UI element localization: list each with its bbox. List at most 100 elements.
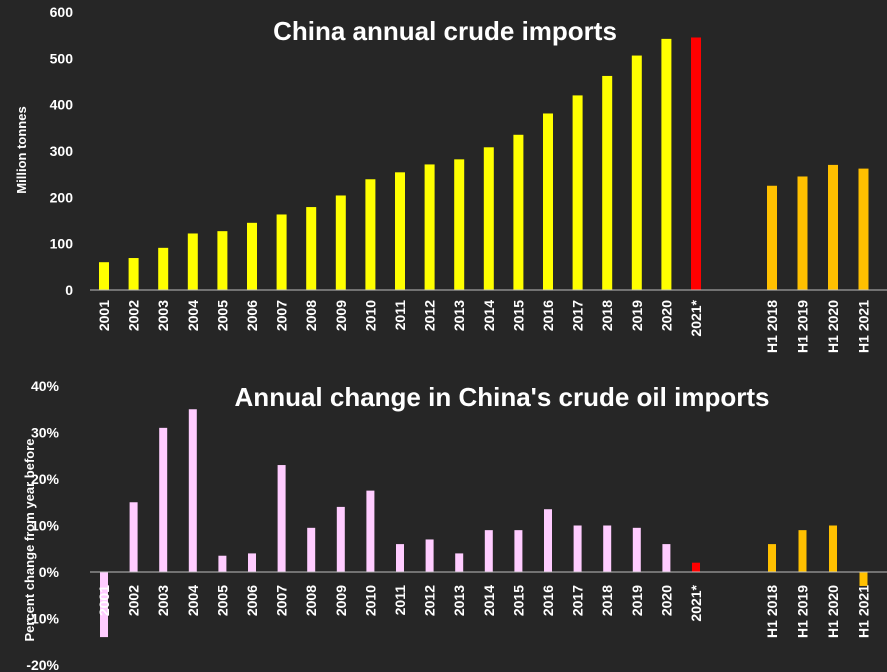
x-tick-label: 2016 [540,300,556,331]
bar-h1-2021 [858,168,869,290]
x-tick-label: 2011 [392,585,408,616]
bar-2010 [366,490,375,572]
bar-2020 [662,544,671,572]
x-tick-label: 2010 [362,585,378,616]
bar-2011 [396,544,404,572]
x-tick-label: 2006 [244,300,260,331]
x-tick-label: 2013 [451,300,467,331]
x-tick-label: 2012 [422,300,438,331]
x-tick-label: 2008 [303,585,319,616]
y-tick-label: -10% [26,611,59,627]
y-tick-label: 10% [31,518,60,534]
x-tick-label: 2015 [510,300,526,331]
y-tick-label: 20% [31,471,60,487]
bar-2007 [276,214,287,290]
x-tick-label: 2014 [481,300,497,331]
x-tick-label: H1 2021 [856,300,872,353]
x-tick-label: 2003 [155,585,171,616]
bar-2013 [454,159,465,290]
x-tick-label: 2003 [155,300,171,331]
y-tick-label: 0 [65,282,73,298]
x-tick-label: 2019 [629,585,645,616]
x-tick-label: 2008 [303,300,319,331]
bar-2003 [158,247,169,290]
x-tick-label: H1 2018 [764,300,780,353]
bar-2008 [306,207,317,290]
bar-2004 [188,409,197,572]
bar-2014 [483,147,494,290]
bar-h1-2018 [768,544,776,572]
y-tick-label: 500 [50,50,74,66]
bar-2011 [395,172,405,290]
x-tick-label: 2005 [214,585,230,616]
x-tick-label: 2006 [244,585,260,616]
x-tick-label: 2019 [629,300,645,331]
bar-2012 [425,539,434,572]
y-tick-label: 40% [31,378,60,394]
bar-2021 [692,562,700,572]
bar-2012 [424,164,435,290]
bar-h1-2019 [798,530,807,572]
x-tick-label: H1 2018 [764,585,780,638]
change-bars [100,409,868,638]
y-tick-label: 0% [39,564,60,580]
imports-y-axis-label: Million tonnes [14,106,29,193]
bar-2015 [513,134,524,290]
bar-2001 [100,572,108,638]
bar-2010 [365,179,376,290]
imports-chart-title: China annual crude imports [273,16,617,46]
bar-2002 [129,502,138,572]
x-tick-label: H1 2020 [825,300,841,353]
x-tick-label: 2004 [185,300,201,331]
x-tick-label: 2018 [599,585,615,616]
imports-x-ticks: 2001 2002 2003 2004 2005 2006 2007 2008 2009 2010… [96,299,872,352]
x-tick-label: 2021* [688,299,704,336]
x-tick-label: 2001 [96,585,112,616]
bar-2020 [661,38,672,290]
bar-2003 [159,427,168,572]
x-tick-label: 2016 [540,585,556,616]
bar-2001 [99,262,109,290]
x-tick-label: H1 2020 [825,585,841,638]
x-tick-label: 2009 [333,300,349,331]
x-tick-label: 2014 [481,585,497,616]
change-chart: Annual change in China's crude oil impor… [22,378,887,672]
bar-h1-2018 [767,185,777,290]
x-tick-label: 2015 [510,585,526,616]
x-tick-label: 2017 [570,300,586,331]
bar-h1-2020 [828,164,838,290]
x-tick-label: 2020 [658,300,674,331]
bar-2009 [336,506,345,572]
bar-h1-2020 [829,525,837,572]
imports-y-ticks: 0 100 200 300 400 500 600 [50,4,74,298]
x-tick-label: 2011 [392,300,408,331]
x-tick-label: H1 2021 [856,585,872,638]
imports-bars [99,37,869,291]
y-tick-label: 400 [50,97,74,113]
x-tick-label: 2002 [126,585,142,616]
x-tick-label: 2007 [274,300,290,331]
bar-2007 [277,465,286,572]
x-tick-label: 2010 [362,300,378,331]
bar-2009 [335,195,346,290]
bar-2018 [603,525,612,572]
imports-chart: China annual crude imports Million tonne… [14,4,887,353]
x-tick-label: 2017 [570,585,586,616]
x-tick-label: 2020 [658,585,674,616]
bar-h1-2021 [859,572,868,586]
bar-2016 [543,113,553,290]
bar-2015 [514,530,523,572]
bar-2014 [484,530,493,572]
bar-2017 [572,95,583,291]
x-tick-label: 2005 [214,300,230,331]
x-tick-label: 2007 [274,585,290,616]
bar-2018 [602,75,613,290]
y-tick-label: 300 [50,143,74,159]
x-tick-label: 2002 [126,300,142,331]
x-tick-label: H1 2019 [795,585,811,638]
x-tick-label: 2004 [185,585,201,616]
y-tick-label: 200 [50,189,74,205]
change-y-axis-label: Percent change from year before [22,438,37,641]
